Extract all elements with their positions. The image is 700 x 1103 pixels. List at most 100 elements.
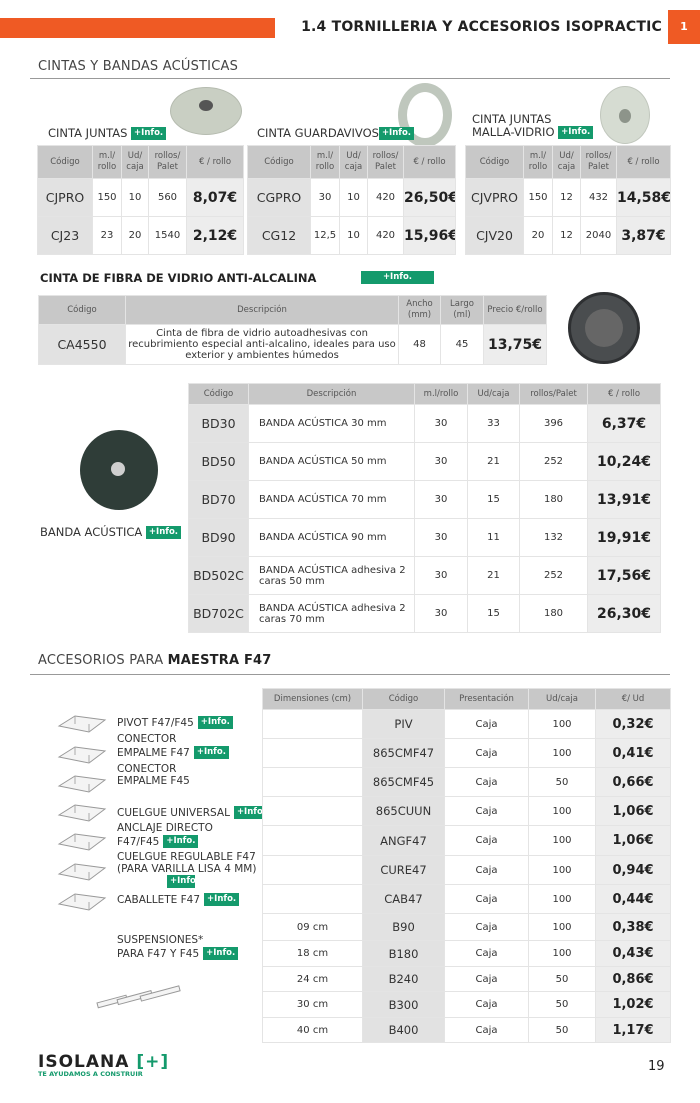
cell: Caja [444, 1017, 529, 1043]
code-cell: CAB47 [362, 884, 445, 914]
info-badge[interactable]: +Info. [167, 875, 199, 888]
price-cell: 0,38€ [595, 913, 671, 941]
column-header: Precio €/rollo [483, 295, 547, 325]
info-badge[interactable]: +Info. [204, 893, 240, 906]
table-row: CGPRO 30 10 420 26,50€ [247, 178, 456, 217]
cell: 100 [528, 855, 596, 885]
info-badge[interactable]: +Info. [558, 126, 594, 139]
table-row: BD90 BANDA ACÚSTICA 90 mm 30 11 132 19,91€ [188, 518, 661, 557]
header-row: Código m.l/ rollo Ud/ caja rollos/ Palet € /… [37, 145, 244, 179]
cell: 396 [519, 404, 588, 443]
description-cell: BANDA ACÚSTICA adhesiva 2 caras 50 mm [248, 556, 415, 595]
info-badge[interactable]: +Info. [197, 716, 233, 729]
accessory-name-line2: F47/F45 [117, 835, 160, 848]
code-cell: B240 [362, 966, 445, 992]
cell: 420 [367, 178, 404, 217]
code-cell: PIV [362, 709, 445, 739]
cell: 48 [398, 324, 441, 365]
accessory-name: CUELGUE REGULABLE F47 [117, 851, 256, 863]
divider [30, 674, 670, 675]
cell: Caja [444, 825, 529, 856]
column-header: rollos/ Palet [367, 145, 404, 179]
cell: Caja [444, 709, 529, 739]
code-cell: CG12 [247, 216, 311, 255]
table-row: 09 cm B90 Caja 100 0,38€ [262, 913, 671, 941]
description-cell: BANDA ACÚSTICA 90 mm [248, 518, 415, 557]
accessory-item: CONECTOR EMPALME F45 [117, 763, 190, 787]
column-header: Presentación [444, 688, 529, 710]
price-cell: 14,58€ [616, 178, 671, 217]
chapter-tab: 1 [668, 10, 700, 44]
cell: 30 [414, 480, 468, 519]
accessory-name-line2: EMPALME F45 [117, 774, 190, 787]
table-row: BD502C BANDA ACÚSTICA adhesiva 2 caras 50… [188, 556, 661, 595]
price-cell: 26,30€ [587, 594, 661, 633]
cell: 150 [92, 178, 122, 217]
accessory-name: CUELGUE UNIVERSAL [117, 807, 230, 819]
price-cell: 13,91€ [587, 480, 661, 519]
price-cell: 0,94€ [595, 855, 671, 885]
info-badge[interactable]: +Info. [378, 127, 415, 140]
cell: 432 [580, 178, 617, 217]
price-cell: 17,56€ [587, 556, 661, 595]
cell: 12 [552, 216, 581, 255]
cell: Caja [444, 796, 529, 826]
page-title: 1.4 TORNILLERIA Y ACCESORIOS ISOPRACTIC [301, 19, 662, 35]
code-cell: CURE47 [362, 855, 445, 885]
cell: 40 cm [262, 1017, 363, 1043]
table-row: PIV Caja 100 0,32€ [262, 709, 671, 739]
cinta-juntas-title: CINTA JUNTAS +Info. [48, 127, 167, 140]
cell [262, 796, 363, 826]
info-badge[interactable]: +Info. [163, 834, 199, 848]
code-cell: 865CMF47 [362, 738, 445, 768]
price-cell: 13,75€ [483, 324, 547, 365]
accessory-illustration-icon [55, 860, 110, 884]
code-cell: CJV20 [465, 216, 524, 255]
cell: 20 [523, 216, 553, 255]
cell: 24 cm [262, 966, 363, 992]
price-cell: 1,17€ [595, 1017, 671, 1043]
cell: 30 [414, 594, 468, 633]
accessory-name-line2: (PARA VARILLA LISA 4 MM) [117, 862, 257, 875]
table-row: CG12 12,5 10 420 15,96€ [247, 216, 456, 255]
cell: 252 [519, 442, 588, 481]
cell: Caja [444, 991, 529, 1018]
accessory-item: CUELGUE UNIVERSAL +Info. [117, 806, 270, 820]
accessory-item: ANCLAJE DIRECTO F47/F45 +Info. [117, 822, 213, 848]
info-badge[interactable]: +Info. [193, 745, 229, 759]
description-cell: BANDA ACÚSTICA 70 mm [248, 480, 415, 519]
cinta-fibra-image [568, 292, 640, 364]
cell: 45 [440, 324, 484, 365]
cell: 12 [552, 178, 581, 217]
divider [30, 78, 670, 79]
cell: 2040 [580, 216, 617, 255]
accessory-name-line2: PARA F47 Y F45 [117, 947, 200, 960]
cell: Caja [444, 884, 529, 914]
info-badge[interactable]: +Info. [233, 806, 270, 819]
info-badge[interactable]: +Info. [203, 946, 239, 960]
code-cell: BD30 [188, 404, 249, 443]
cell [262, 738, 363, 768]
fibra-info-badge[interactable]: +Info. [361, 271, 434, 284]
column-header: Dimensiones (cm) [262, 688, 363, 710]
price-cell: 8,07€ [186, 178, 244, 217]
column-header: € / rollo [403, 145, 456, 179]
cell: Caja [444, 738, 529, 768]
accessory-illustration-icon [55, 890, 110, 914]
cell: Caja [444, 855, 529, 885]
price-cell: 1,06€ [595, 796, 671, 826]
code-cell: BD90 [188, 518, 249, 557]
column-header: € / rollo [616, 145, 671, 179]
accessory-illustration-icon [55, 712, 110, 736]
cell: 11 [467, 518, 520, 557]
cell: 100 [528, 913, 596, 941]
code-cell: B400 [362, 1017, 445, 1043]
cell: 180 [519, 480, 588, 519]
cell: 100 [528, 825, 596, 856]
cell: 15 [467, 594, 520, 633]
price-cell: 19,91€ [587, 518, 661, 557]
table-row: CJV20 20 12 2040 3,87€ [465, 216, 671, 255]
info-badge[interactable]: +Info. [131, 127, 167, 140]
cell: 252 [519, 556, 588, 595]
info-badge[interactable]: +Info. [145, 526, 182, 539]
